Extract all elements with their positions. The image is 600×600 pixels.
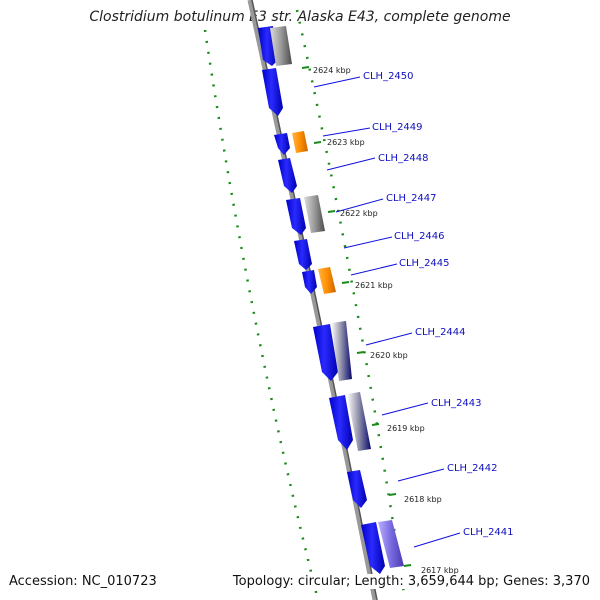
gene-arrow[interactable] xyxy=(361,522,385,574)
gene-label-clh-2445[interactable]: CLH_2445 xyxy=(399,258,450,269)
tick-mark xyxy=(371,423,380,426)
gene-arrow[interactable] xyxy=(347,470,367,508)
kbp-label-2623: 2623 kbp xyxy=(327,138,365,147)
gene-label-clh-2450[interactable]: CLH_2450 xyxy=(363,71,414,82)
gene-arrow[interactable] xyxy=(302,270,317,294)
rrna-block[interactable] xyxy=(318,267,336,294)
topology-label: Topology: circular; Length: 3,659,644 bp… xyxy=(230,574,592,589)
map-title: Clostridium botulinum E3 str. Alaska E43… xyxy=(89,9,511,25)
tick-mark xyxy=(327,210,336,213)
gene-label-clh-2448[interactable]: CLH_2448 xyxy=(378,153,429,164)
orf-block[interactable] xyxy=(347,392,371,451)
gene-arrow[interactable] xyxy=(262,68,283,116)
tick-mark xyxy=(301,66,310,69)
leader-lines xyxy=(313,76,461,548)
gene-label-clh-2442[interactable]: CLH_2442 xyxy=(447,463,498,474)
gene-label-clh-2449[interactable]: CLH_2449 xyxy=(372,122,423,133)
kbp-label-2619: 2619 kbp xyxy=(387,424,425,433)
accession-label: Accession: NC_010723 xyxy=(7,574,159,589)
gene-arrow[interactable] xyxy=(274,133,290,155)
gene-label-clh-2447[interactable]: CLH_2447 xyxy=(386,193,437,204)
kbp-label-2618: 2618 kbp xyxy=(404,495,442,504)
gene-arrow[interactable] xyxy=(329,395,353,450)
tick-mark xyxy=(403,564,412,567)
orf-block[interactable] xyxy=(270,26,292,66)
gene-features xyxy=(258,26,404,574)
orf-block[interactable] xyxy=(378,520,404,568)
gene-label-clh-2446[interactable]: CLH_2446 xyxy=(394,231,445,242)
orf-block[interactable] xyxy=(331,321,352,381)
gene-arrow[interactable] xyxy=(278,158,297,193)
gene-label-clh-2443[interactable]: CLH_2443 xyxy=(431,398,482,409)
gene-labels: CLH_2450 CLH_2449 CLH_2448 CLH_2447 CLH_… xyxy=(363,71,514,538)
kbp-label-2617: 2617 kbp xyxy=(421,566,459,575)
kbp-ticks: 2624 kbp 2623 kbp 2622 kbp 2621 kbp 2620… xyxy=(301,66,459,575)
kbp-label-2624: 2624 kbp xyxy=(313,66,351,75)
gene-label-clh-2444[interactable]: CLH_2444 xyxy=(415,327,466,338)
tick-mark xyxy=(356,351,365,354)
orf-block[interactable] xyxy=(304,195,325,233)
kbp-label-2621: 2621 kbp xyxy=(355,281,393,290)
gene-arrow[interactable] xyxy=(286,198,306,235)
gene-label-clh-2441[interactable]: CLH_2441 xyxy=(463,527,514,538)
tick-mark xyxy=(313,141,322,144)
gene-arrow[interactable] xyxy=(294,239,312,270)
kbp-label-2620: 2620 kbp xyxy=(370,351,408,360)
kbp-label-2622: 2622 kbp xyxy=(340,209,378,218)
gene-arrow[interactable] xyxy=(313,324,338,381)
outer-track-dotted xyxy=(203,29,320,600)
rrna-block[interactable] xyxy=(292,131,308,153)
tick-mark xyxy=(341,281,350,284)
tick-mark xyxy=(388,493,397,496)
